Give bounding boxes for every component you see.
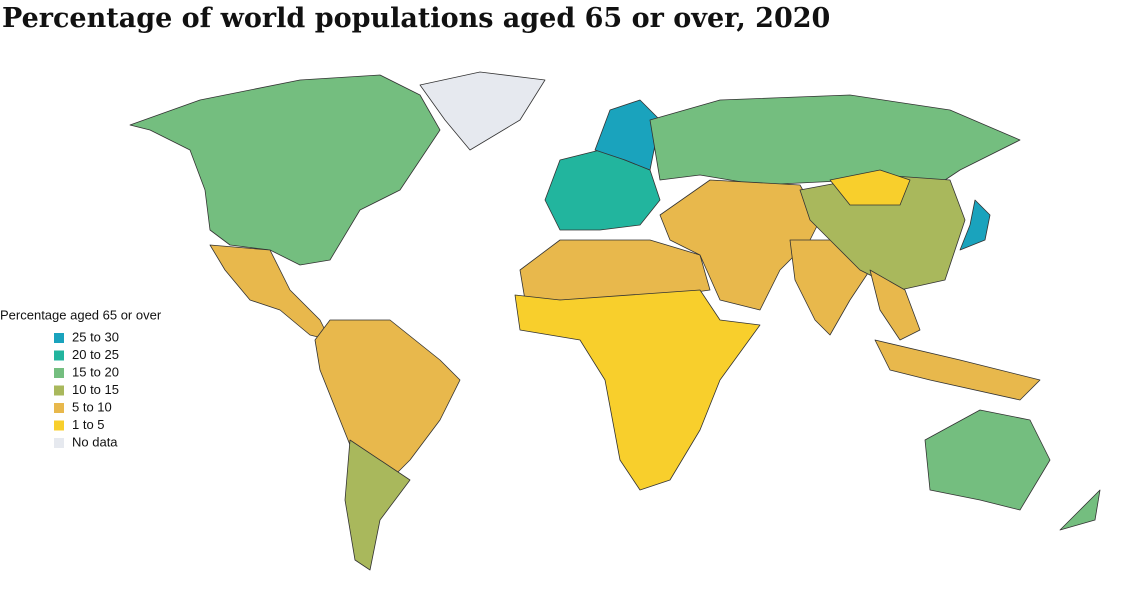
- china: [799, 174, 966, 291]
- middle-east: [659, 179, 821, 311]
- africa: [514, 289, 761, 491]
- southeast-asia: [869, 269, 921, 341]
- mongolia: [829, 169, 911, 206]
- southern-cone: [344, 439, 411, 571]
- indonesia: [874, 339, 1041, 401]
- legend-label: 10 to 15: [72, 382, 119, 397]
- legend-label: 25 to 30: [72, 329, 119, 344]
- legend-label: No data: [72, 434, 118, 449]
- legend-label: 15 to 20: [72, 364, 119, 379]
- legend-swatch: [54, 403, 64, 413]
- south-america: [314, 319, 461, 481]
- japan: [959, 199, 991, 251]
- regions: [129, 71, 1101, 571]
- map-title: Percentage of world populations aged 65 …: [2, 3, 830, 34]
- russia: [649, 94, 1021, 191]
- new-zealand: [1059, 489, 1101, 531]
- greenland: [419, 71, 546, 151]
- australia: [924, 409, 1051, 511]
- north-america: [129, 74, 441, 266]
- legend-title: Percentage aged 65 or over: [0, 307, 162, 322]
- legend-swatch: [54, 368, 64, 378]
- legend-label: 20 to 25: [72, 347, 119, 362]
- legend-swatch: [54, 385, 64, 396]
- legend-label: 1 to 5: [72, 417, 105, 432]
- legend-swatch: [54, 420, 64, 431]
- legend-label: 5 to 10: [72, 399, 112, 414]
- legend-swatch: [54, 438, 64, 448]
- legend-swatch: [54, 350, 64, 361]
- europe: [544, 149, 661, 231]
- legend-swatch: [54, 333, 64, 343]
